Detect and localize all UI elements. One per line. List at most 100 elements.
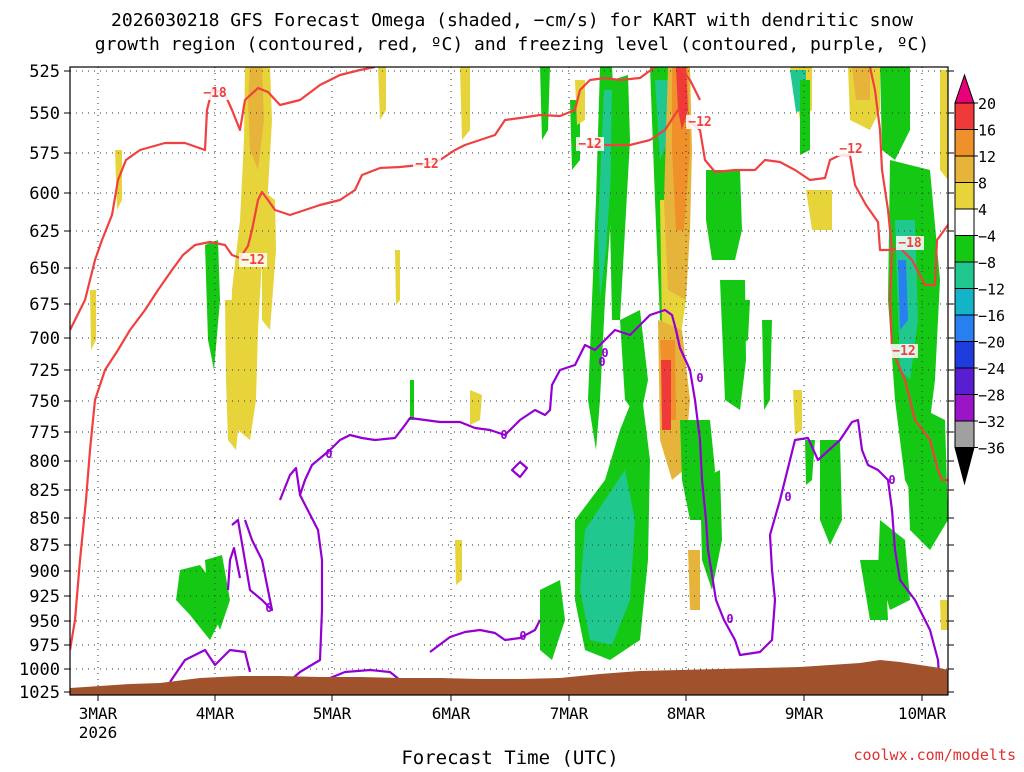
colorbar-tick-label: −36 — [978, 440, 1005, 458]
x-axis-label: Forecast Time (UTC) — [401, 747, 618, 768]
colorbar-tick-label: −12 — [978, 281, 1005, 299]
omega-region — [378, 67, 386, 120]
omega-region — [700, 470, 722, 590]
omega-region — [940, 600, 948, 630]
x-tick-label: 8MAR — [667, 704, 706, 723]
colorbar-segment — [954, 102, 975, 130]
x-year-label: 2026 — [79, 723, 118, 742]
omega-region — [610, 75, 630, 320]
dendritic-contour-line — [868, 67, 948, 482]
omega-region — [905, 400, 948, 550]
colorbar-segment — [954, 367, 975, 395]
freezing-level-contour-line — [169, 648, 252, 683]
contour-label-background — [890, 344, 918, 358]
freezing-level-contour-line — [298, 308, 942, 691]
colorbar-tick-label: −8 — [978, 254, 996, 272]
colorbar-segment — [954, 288, 975, 316]
freezing-contour-label: 0 — [888, 473, 895, 487]
omega-region — [880, 67, 910, 160]
omega-region — [580, 470, 635, 645]
colorbar-segment — [954, 314, 975, 342]
colorbar-tick-label: 16 — [978, 122, 996, 140]
dendritic-contour-line — [70, 67, 656, 651]
freezing-level-contour-line — [429, 619, 541, 653]
colorbar-tick-label: −28 — [978, 387, 1005, 405]
omega-region — [735, 300, 750, 345]
omega-region — [898, 260, 908, 330]
colorbar-segment — [954, 394, 975, 422]
y-tick-label: 1000 — [19, 660, 60, 680]
omega-region — [852, 67, 870, 100]
freezing-contour-label: 0 — [726, 612, 733, 626]
contour-label-background — [576, 137, 604, 151]
dendritic-contour-label: −12 — [241, 253, 264, 268]
freezing-level-contour-line — [324, 668, 401, 682]
chart-title-line2: growth region (contoured, red, ºC) and f… — [95, 34, 929, 55]
colorbar-tick-label: −20 — [978, 334, 1005, 352]
colorbar-tick-label: −32 — [978, 413, 1005, 431]
colorbar-bottom-arrow — [954, 447, 975, 486]
dendritic-contour-label: −12 — [892, 344, 915, 359]
omega-region — [598, 90, 612, 300]
y-tick-label: 875 — [29, 536, 60, 556]
colorbar-tick-label: 12 — [978, 148, 996, 166]
colorbar-segment — [954, 208, 975, 236]
omega-region — [793, 390, 802, 435]
contour-label-background — [837, 142, 865, 156]
freezing-contour-label: 0 — [696, 371, 703, 385]
freezing-contour-label: 0 — [325, 447, 332, 461]
omega-region — [225, 300, 242, 450]
contour-label-background — [686, 115, 714, 129]
contour-label-background — [896, 236, 924, 250]
omega-shading — [90, 67, 948, 660]
y-axis: 525 550 575 600 625 650 675 700 725 750 775 800 825 8… — [19, 62, 954, 703]
colorbar-top-arrow — [954, 73, 975, 104]
colorbar: 20 16 12 8 4 −4 −8 −12 −16 −20 −24 −28 −32 −36 — [954, 73, 1005, 486]
omega-region — [706, 170, 742, 260]
freezing-contour-label: 0 — [598, 355, 605, 369]
x-tick-label: 9MAR — [785, 704, 824, 723]
x-tick-label: 7MAR — [550, 704, 589, 723]
y-tick-label: 925 — [29, 587, 60, 607]
y-tick-label: 650 — [29, 259, 60, 279]
dendritic-contour-line — [679, 67, 701, 101]
omega-region — [540, 67, 550, 140]
y-tick-label: 975 — [29, 636, 60, 656]
y-tick-label: 625 — [29, 222, 60, 242]
freezing-contour-label: 0 — [784, 490, 791, 504]
freezing-level-contour-line — [231, 518, 274, 612]
terrain-mask — [70, 660, 948, 695]
contour-label-background — [201, 86, 229, 100]
plot-frame — [69, 66, 949, 696]
y-tick-label: 525 — [29, 62, 60, 82]
freezing-level-contour-line — [226, 546, 242, 591]
y-tick-label: 800 — [29, 452, 60, 472]
dendritic-contour-label: −18 — [898, 236, 922, 251]
dendritic-contour-label: −12 — [415, 157, 438, 172]
omega-region — [820, 440, 842, 545]
x-tick-label: 6MAR — [432, 704, 471, 723]
freezing-level-contour-line — [510, 460, 529, 479]
y-tick-label: 950 — [29, 612, 60, 632]
omega-region — [940, 70, 948, 180]
freezing-contour-label: 0 — [265, 601, 272, 615]
omega-region — [762, 320, 772, 410]
omega-region — [676, 67, 688, 130]
x-tick-label: 10MAR — [898, 704, 947, 723]
colorbar-tick-label: −24 — [978, 360, 1005, 378]
omega-region — [540, 580, 565, 660]
x-tick-label: 4MAR — [196, 704, 235, 723]
colorbar-tick-label: −16 — [978, 307, 1005, 325]
y-tick-label: 775 — [29, 423, 60, 443]
omega-region — [410, 380, 414, 420]
contour-label-background — [413, 157, 441, 171]
chart-title-line1: 2026030218 GFS Forecast Omega (shaded, −… — [111, 10, 913, 31]
colorbar-tick-label: 20 — [978, 95, 996, 113]
omega-region — [455, 540, 462, 585]
colorbar-tick-label: −4 — [978, 228, 996, 246]
colorbar-segment — [954, 420, 975, 448]
y-tick-label: 550 — [29, 104, 60, 124]
